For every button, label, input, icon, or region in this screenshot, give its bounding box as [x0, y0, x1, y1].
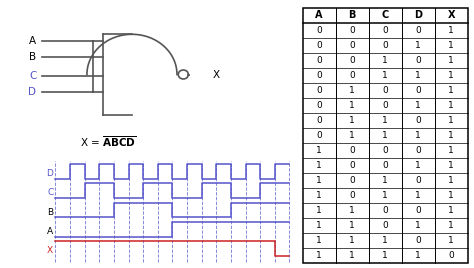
Text: 1: 1 — [316, 191, 322, 200]
Text: 0: 0 — [382, 101, 388, 110]
Text: C: C — [382, 10, 389, 20]
Text: 0: 0 — [349, 71, 355, 80]
Text: 1: 1 — [349, 131, 355, 140]
Text: 0: 0 — [382, 86, 388, 95]
Text: 0: 0 — [316, 101, 322, 110]
Text: 0: 0 — [415, 56, 421, 65]
Text: 1: 1 — [349, 101, 355, 110]
Text: 1: 1 — [382, 176, 388, 185]
Text: A: A — [29, 36, 36, 46]
Text: 1: 1 — [316, 236, 322, 245]
Text: 1: 1 — [448, 131, 454, 140]
Text: 0: 0 — [382, 221, 388, 230]
Text: 0: 0 — [316, 26, 322, 35]
Text: C: C — [47, 188, 53, 197]
Text: 1: 1 — [415, 41, 421, 50]
Text: 0: 0 — [316, 41, 322, 50]
Text: 0: 0 — [349, 161, 355, 170]
Text: X = $\overline{\mathbf{ABCD}}$: X = $\overline{\mathbf{ABCD}}$ — [80, 135, 137, 149]
Text: 1: 1 — [448, 56, 454, 65]
Text: 1: 1 — [448, 221, 454, 230]
Text: C: C — [29, 71, 36, 81]
Text: 1: 1 — [448, 191, 454, 200]
Text: 1: 1 — [382, 56, 388, 65]
Text: A: A — [315, 10, 323, 20]
Text: 1: 1 — [316, 161, 322, 170]
Text: 0: 0 — [349, 146, 355, 155]
Text: 0: 0 — [382, 41, 388, 50]
Text: 1: 1 — [382, 191, 388, 200]
Text: 0: 0 — [316, 131, 322, 140]
Text: 1: 1 — [415, 221, 421, 230]
Text: 1: 1 — [382, 131, 388, 140]
Text: 1: 1 — [448, 41, 454, 50]
Text: 1: 1 — [382, 116, 388, 125]
Text: 1: 1 — [349, 206, 355, 215]
Text: 0: 0 — [415, 206, 421, 215]
Text: 1: 1 — [448, 206, 454, 215]
Text: 0: 0 — [316, 86, 322, 95]
Text: X: X — [447, 10, 455, 20]
Text: B: B — [29, 52, 36, 62]
Text: 1: 1 — [448, 176, 454, 185]
Text: B: B — [47, 208, 53, 217]
Text: 1: 1 — [415, 101, 421, 110]
Text: D: D — [46, 169, 53, 178]
Text: 1: 1 — [349, 236, 355, 245]
Text: 0: 0 — [316, 116, 322, 125]
Text: 1: 1 — [316, 206, 322, 215]
Text: B: B — [348, 10, 356, 20]
Text: 1: 1 — [448, 101, 454, 110]
Text: 1: 1 — [448, 161, 454, 170]
Text: 0: 0 — [415, 86, 421, 95]
Text: 1: 1 — [415, 251, 421, 260]
Text: X: X — [47, 247, 53, 255]
Text: A: A — [47, 227, 53, 236]
Text: 1: 1 — [448, 71, 454, 80]
Text: 0: 0 — [349, 191, 355, 200]
Text: 1: 1 — [448, 236, 454, 245]
Text: 0: 0 — [382, 26, 388, 35]
Text: X: X — [213, 69, 220, 80]
Text: 1: 1 — [382, 71, 388, 80]
Text: 1: 1 — [349, 221, 355, 230]
Text: 0: 0 — [382, 161, 388, 170]
Text: D: D — [28, 87, 36, 97]
Text: D: D — [414, 10, 422, 20]
Text: 1: 1 — [316, 221, 322, 230]
Text: 0: 0 — [415, 176, 421, 185]
Text: 1: 1 — [415, 191, 421, 200]
Text: 1: 1 — [316, 176, 322, 185]
Text: 1: 1 — [316, 251, 322, 260]
Text: 1: 1 — [415, 131, 421, 140]
Text: 0: 0 — [349, 176, 355, 185]
Text: 0: 0 — [316, 71, 322, 80]
Text: 1: 1 — [448, 146, 454, 155]
Text: 1: 1 — [415, 71, 421, 80]
Text: 0: 0 — [382, 206, 388, 215]
Text: 0: 0 — [316, 56, 322, 65]
Text: 0: 0 — [448, 251, 454, 260]
Text: 1: 1 — [316, 146, 322, 155]
Text: 1: 1 — [349, 251, 355, 260]
Text: 1: 1 — [448, 26, 454, 35]
Text: 1: 1 — [448, 86, 454, 95]
Text: 1: 1 — [349, 86, 355, 95]
Text: 1: 1 — [349, 116, 355, 125]
Text: 1: 1 — [382, 251, 388, 260]
Text: 0: 0 — [382, 146, 388, 155]
Text: 0: 0 — [415, 116, 421, 125]
Text: 0: 0 — [349, 56, 355, 65]
Text: 1: 1 — [415, 161, 421, 170]
Text: 0: 0 — [415, 236, 421, 245]
Text: 1: 1 — [382, 236, 388, 245]
Text: 1: 1 — [448, 116, 454, 125]
Text: 0: 0 — [415, 146, 421, 155]
Text: 0: 0 — [349, 41, 355, 50]
Text: 0: 0 — [349, 26, 355, 35]
Text: 0: 0 — [415, 26, 421, 35]
